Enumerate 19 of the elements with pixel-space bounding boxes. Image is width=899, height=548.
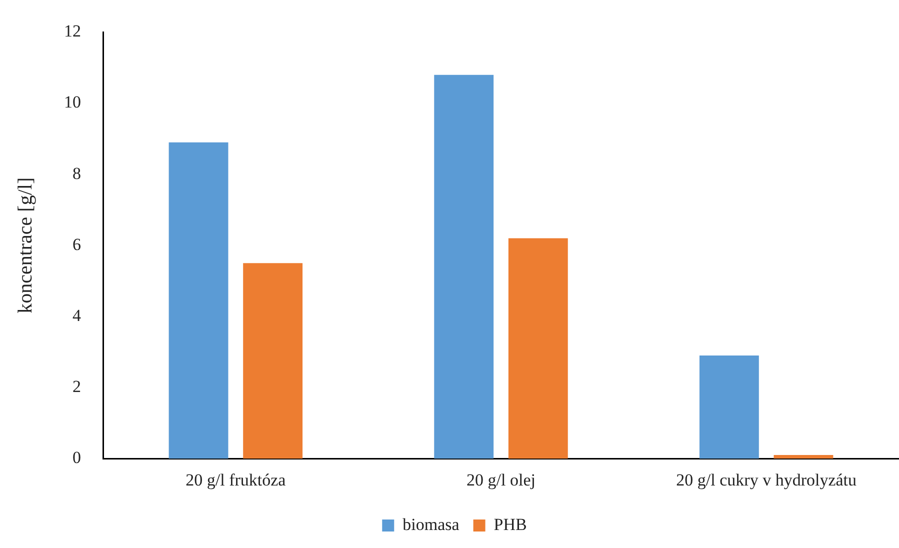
y-tick-label: 0 bbox=[72, 448, 81, 468]
y-tick-label: 6 bbox=[72, 234, 81, 254]
bar bbox=[434, 74, 494, 459]
y-tick-label: 10 bbox=[64, 92, 81, 112]
x-tick-label: 20 g/l fruktóza bbox=[186, 470, 286, 490]
y-tick-label: 4 bbox=[72, 306, 82, 325]
y-axis-title: koncentrace [g/l] bbox=[14, 177, 36, 314]
legend-label: PHB bbox=[494, 514, 527, 534]
bar bbox=[774, 455, 834, 459]
bar bbox=[168, 142, 228, 459]
y-tick-label: 12 bbox=[64, 22, 81, 41]
y-tick-label: 2 bbox=[72, 377, 81, 396]
bar bbox=[243, 263, 303, 459]
x-tick-label: 20 g/l cukry v hydrolyzátu bbox=[676, 470, 858, 490]
bar bbox=[699, 356, 759, 459]
legend-label: biomasa bbox=[402, 514, 460, 534]
y-tick-label: 8 bbox=[72, 164, 81, 183]
x-tick-label: 20 g/l olej bbox=[466, 470, 536, 490]
bar bbox=[508, 238, 568, 459]
